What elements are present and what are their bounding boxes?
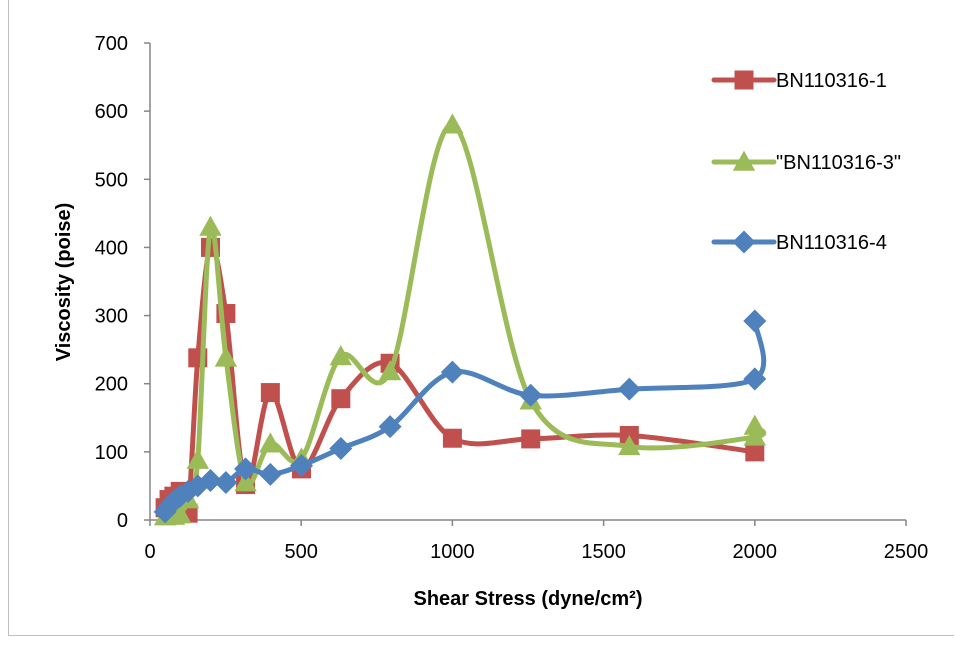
data-point-diamond (732, 230, 756, 254)
x-tick-label: 2000 (733, 541, 778, 563)
legend-label: BN110316-1 (776, 70, 887, 92)
data-point-square (331, 389, 351, 409)
data-point-triangle (378, 360, 402, 381)
y-axis-title: Viscosity (poise) (53, 203, 75, 362)
data-point-diamond (329, 436, 353, 460)
data-point-square (442, 428, 462, 448)
series-3 (153, 309, 767, 524)
data-point-diamond (440, 360, 464, 384)
x-tick-label: 500 (285, 541, 318, 563)
data-point-diamond (198, 468, 222, 492)
x-tick-label: 1000 (430, 541, 475, 563)
axes: 0 100 200 300 400 500 600 700 0 500 1000 1500 2000 25… (95, 33, 929, 563)
legend-item-2: "BN110316-3" (711, 150, 901, 174)
data-point-triangle (743, 425, 766, 446)
data-point-triangle (186, 448, 209, 469)
data-point-triangle (169, 503, 192, 524)
data-point-square (521, 429, 541, 449)
data-point-triangle (618, 435, 641, 456)
data-point-triangle (441, 113, 464, 134)
legend-label: "BN110316-3" (776, 152, 901, 174)
data-point-square (734, 70, 754, 90)
y-tick-label: 400 (95, 237, 128, 259)
legend-item-1: BN110316-1 (711, 70, 887, 92)
data-point-square (260, 383, 280, 403)
legend-item-3: BN110316-4 (711, 230, 887, 254)
y-tick-label: 0 (117, 510, 128, 532)
data-point-triangle (214, 346, 238, 367)
y-tick-label: 600 (95, 101, 128, 123)
data-point-diamond (289, 453, 314, 477)
data-point-triangle (199, 215, 222, 236)
data-point-diamond (234, 457, 258, 481)
y-tick-label: 700 (95, 33, 128, 55)
x-tick-label: 1500 (581, 541, 626, 563)
data-point-diamond (743, 367, 767, 391)
data-point-diamond (519, 383, 543, 407)
legend: BN110316-1 "BN110316-3" BN110316-4 (711, 70, 901, 254)
y-tick-label: 200 (95, 374, 128, 396)
x-tick-label: 0 (144, 541, 155, 563)
data-point-diamond (378, 415, 402, 439)
x-tick-label: 2500 (884, 541, 929, 563)
data-point-triangle (743, 414, 766, 435)
y-tick-label: 100 (95, 442, 128, 464)
data-point-triangle (234, 471, 257, 492)
chart-frame (8, 0, 954, 636)
data-point-triangle (732, 150, 756, 171)
y-tick-label: 500 (95, 169, 128, 191)
data-point-diamond (214, 471, 238, 495)
series-layer (153, 113, 767, 526)
data-point-triangle (259, 432, 282, 453)
data-point-diamond (743, 309, 767, 333)
data-point-diamond (617, 377, 641, 401)
legend-label: BN110316-4 (776, 232, 887, 254)
x-axis-title: Shear Stress (dyne/cm²) (414, 588, 643, 610)
data-point-triangle (329, 345, 353, 366)
y-tick-label: 300 (95, 306, 128, 328)
data-point-diamond (258, 462, 282, 486)
